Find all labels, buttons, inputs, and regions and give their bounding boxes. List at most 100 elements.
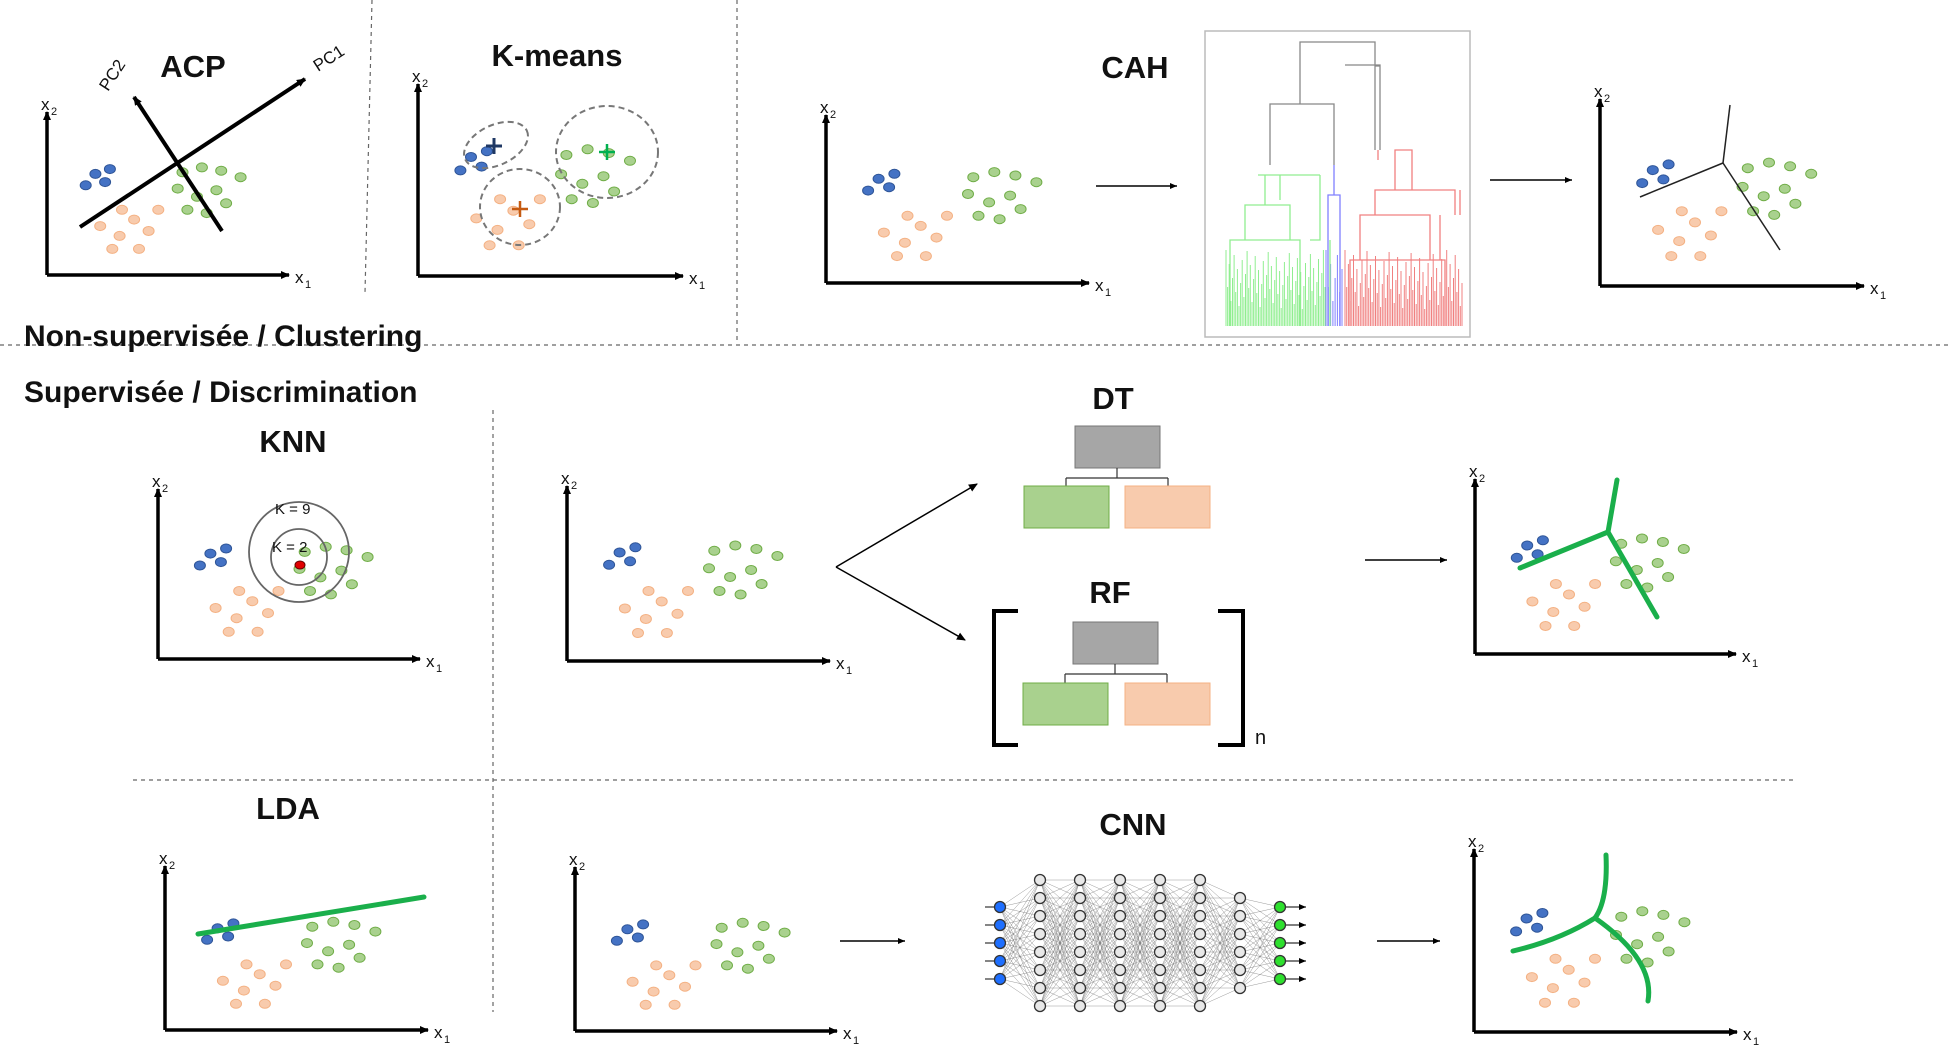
cah-scatter-plot-point-green-8 (993, 214, 1006, 225)
acp-scatter-plot-point-orange-5 (152, 204, 165, 215)
cnn-scatter-plot-point-orange-5 (689, 960, 702, 971)
cnn-result-plot-point-green-9 (1662, 946, 1675, 957)
cah-scatter-plot-point-orange-1 (898, 237, 911, 248)
dtrf-result-plot-point-orange-4 (1549, 579, 1562, 589)
lda-scatter-plot-point-orange-1 (237, 985, 250, 996)
nn-node-5-1 (1193, 891, 1207, 905)
nn-node-2-3 (1073, 927, 1087, 941)
cnn-result-plot-y-sub: 2 (1478, 843, 1484, 855)
acp-scatter-plot-point-green-3 (234, 172, 247, 183)
lda-panel: x 1x 2 (159, 849, 450, 1046)
knn-panel: x 1x 2 K = 9 K = 2 (152, 472, 442, 675)
kmeans-scatter-plot-x-label: x (689, 269, 698, 288)
cnn-result-plot: x 1x 2 (1468, 832, 1759, 1048)
knn-scatter-plot-point-orange-2 (246, 596, 259, 607)
cnn-result-plot-point-blue-3 (1531, 922, 1544, 933)
nn-node-2-6 (1073, 981, 1087, 995)
dtrf-result-plot-point-blue-2 (1510, 552, 1523, 563)
cnn-scatter-plot-y-label: x (569, 850, 578, 869)
lda-scatter-plot-point-orange-6 (230, 998, 242, 1009)
cah-result-plot-point-orange-6 (1665, 251, 1678, 262)
dtrf-result-plot-point-green-4 (1609, 556, 1622, 567)
dtrf-result-plot-point-orange-1 (1547, 607, 1560, 617)
kmeans-scatter-plot-point-blue-0 (465, 152, 477, 162)
dtrf-result-plot: x 1x 2 (1469, 462, 1758, 670)
cnn-result-plot-point-orange-3 (1578, 977, 1591, 988)
lda-scatter-plot-point-blue-2 (201, 934, 214, 945)
acp-pc1-axis (78, 77, 307, 229)
lda-scatter-plot-point-orange-3 (269, 980, 282, 991)
nn-node-5-5 (1193, 963, 1207, 977)
knn-scatter-plot-point-blue-1 (220, 543, 233, 554)
nn-node-5-0 (1193, 873, 1207, 887)
cah-result-boundaries (1639, 104, 1781, 251)
cnn-scatter-plot-point-green-3 (778, 927, 791, 938)
lda-scatter-plot-y-sub: 2 (169, 860, 175, 872)
knn-circle-k9 (248, 501, 350, 603)
dtrf-scatter-plot-point-green-7 (713, 586, 726, 596)
nn-node-2-0 (1073, 873, 1087, 887)
dtrf-scatter-plot-point-orange-3 (671, 608, 684, 619)
cnn-scatter-plot-point-green-9 (762, 953, 775, 964)
cnn-scatter-plot-point-green-2 (757, 921, 770, 931)
cah-result-plot-point-orange-5 (1715, 206, 1728, 217)
cah-scatter-plot-point-green-4 (962, 189, 974, 199)
kmeans-centroid-orange (512, 201, 528, 217)
cah-result-plot-point-orange-2 (1689, 217, 1701, 228)
knn-scatter-plot-point-orange-6 (222, 626, 235, 637)
lda-scatter-plot-point-green-4 (301, 938, 313, 949)
dtrf-scatter-plot-point-blue-2 (603, 559, 616, 570)
cnn-scatter-plot-point-green-1 (736, 917, 749, 928)
nn-node-6-2 (1233, 927, 1247, 941)
lda-scatter-plot-point-green-5 (322, 946, 335, 957)
kmeans-scatter-plot-y-sub: 2 (422, 78, 428, 90)
dtrf-scatter-plot-point-green-1 (729, 540, 742, 551)
knn-scatter-plot-point-green-5 (314, 572, 327, 583)
lda-scatter-plot-y-label: x (159, 849, 168, 868)
cnn-scatter-plot-point-green-7 (721, 960, 733, 971)
cnn-result-plot-y-label: x (1468, 832, 1477, 851)
nn-node-3-5 (1113, 963, 1127, 977)
kmeans-scatter-plot-y-label: x (412, 67, 421, 86)
kmeans-centroid-green (599, 144, 615, 160)
nn-node-4-3 (1153, 927, 1167, 941)
lda-scatter-plot: x 1x 2 (159, 849, 450, 1046)
nn-node-5-7 (1193, 999, 1207, 1013)
cah-scatter-plot-point-green-3 (1030, 177, 1043, 188)
kmeans-panel: x 1x 2 (412, 67, 705, 292)
nn-node-1-6 (1033, 981, 1047, 995)
arrow-to-rf (835, 566, 966, 641)
knn-scatter-plot-point-orange-7 (251, 626, 264, 637)
rf-right-leaf (1124, 682, 1211, 726)
cah-scatter-plot-point-orange-3 (930, 232, 943, 243)
cnn-result-plot-point-green-1 (1636, 906, 1649, 917)
neural-network-icon (985, 873, 1306, 1013)
cah-result-plot-point-orange-3 (1704, 230, 1717, 241)
title-knn: KNN (259, 424, 326, 459)
dtrf-scatter-plot-point-blue-0 (613, 547, 626, 558)
dtrf-result-plot-y-label: x (1469, 462, 1478, 481)
dtrf-result-plot-point-green-2 (1656, 537, 1669, 547)
knn-scatter-plot-point-green-3 (361, 552, 374, 562)
cnn-scatter-plot-x-sub: 1 (853, 1035, 859, 1047)
title-dt: DT (1092, 381, 1133, 416)
cnn-scatter-plot-point-green-8 (741, 963, 754, 974)
knn-scatter-plot-point-green-9 (345, 579, 358, 590)
cnn-panel: x 1x 2 x 1x 2 (569, 832, 1759, 1048)
cnn-result-plot-x-sub: 1 (1753, 1036, 1759, 1048)
nn-node-3-7 (1113, 999, 1127, 1013)
cah-scatter-plot-y-sub: 2 (830, 109, 836, 121)
cnn-scatter-plot-point-green-4 (710, 939, 723, 950)
nn-node-5-4 (1193, 945, 1207, 959)
dtrf-scatter-plot-point-orange-5 (682, 586, 694, 596)
cnn-scatter-plot-point-orange-4 (650, 960, 663, 971)
cah-result-plot-point-green-9 (1789, 198, 1802, 209)
nn-node-4-1 (1153, 891, 1167, 905)
dt-root-node (1074, 425, 1161, 469)
acp-scatter-plot-point-orange-4 (116, 204, 128, 215)
cah-result-plot-point-green-1 (1763, 157, 1775, 168)
cnn-decision-boundary (1510, 852, 1652, 1004)
rf-n-label: n (1255, 727, 1266, 749)
cah-scatter-plot-point-orange-7 (919, 251, 932, 262)
dtrf-scatter-plot-point-orange-2 (655, 596, 668, 607)
